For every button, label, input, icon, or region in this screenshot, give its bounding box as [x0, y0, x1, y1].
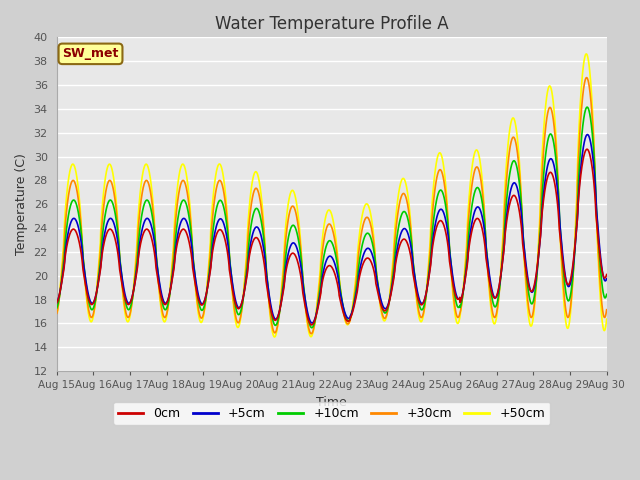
- +10cm: [287, 224, 295, 229]
- 0cm: [533, 267, 541, 273]
- +50cm: [603, 316, 611, 322]
- 0cm: [148, 238, 156, 243]
- +30cm: [287, 204, 295, 210]
- 0cm: [583, 146, 591, 152]
- +30cm: [593, 207, 600, 213]
- +10cm: [264, 280, 271, 286]
- Line: +5cm: +5cm: [57, 134, 607, 323]
- +30cm: [307, 331, 315, 336]
- +50cm: [288, 188, 296, 193]
- Line: +30cm: +30cm: [57, 78, 607, 334]
- +10cm: [583, 104, 591, 110]
- +50cm: [271, 334, 278, 340]
- Line: 0cm: 0cm: [57, 149, 607, 325]
- +30cm: [583, 75, 591, 81]
- +30cm: [603, 307, 611, 312]
- Legend: 0cm, +5cm, +10cm, +30cm, +50cm: 0cm, +5cm, +10cm, +30cm, +50cm: [113, 402, 550, 425]
- 0cm: [264, 289, 271, 295]
- +5cm: [287, 241, 295, 247]
- 0cm: [116, 266, 124, 272]
- +5cm: [308, 320, 316, 326]
- Y-axis label: Temperature (C): Temperature (C): [15, 153, 28, 255]
- +5cm: [116, 254, 124, 260]
- +50cm: [533, 272, 541, 277]
- Line: +10cm: +10cm: [57, 107, 607, 328]
- 0cm: [287, 251, 295, 257]
- +10cm: [308, 325, 316, 331]
- +5cm: [148, 226, 156, 232]
- +10cm: [53, 305, 61, 311]
- +5cm: [603, 276, 611, 282]
- X-axis label: Time: Time: [316, 396, 347, 408]
- +30cm: [53, 311, 61, 316]
- +10cm: [603, 291, 611, 297]
- +5cm: [584, 132, 591, 137]
- +50cm: [116, 252, 124, 258]
- +5cm: [593, 202, 600, 208]
- +5cm: [533, 269, 541, 275]
- +50cm: [582, 51, 590, 57]
- +50cm: [264, 285, 271, 291]
- +50cm: [593, 210, 600, 216]
- +50cm: [148, 191, 156, 196]
- +30cm: [533, 274, 541, 279]
- +30cm: [148, 201, 156, 206]
- +10cm: [148, 213, 156, 218]
- +50cm: [53, 312, 61, 318]
- +5cm: [53, 300, 61, 305]
- 0cm: [603, 272, 611, 277]
- +30cm: [116, 253, 124, 259]
- 0cm: [593, 214, 600, 220]
- Title: Water Temperature Profile A: Water Temperature Profile A: [215, 15, 449, 33]
- +10cm: [593, 201, 600, 206]
- 0cm: [308, 322, 316, 328]
- Text: SW_met: SW_met: [62, 48, 118, 60]
- +10cm: [533, 273, 541, 279]
- Line: +50cm: +50cm: [57, 54, 607, 337]
- 0cm: [53, 300, 61, 306]
- +5cm: [264, 281, 271, 287]
- +30cm: [264, 284, 271, 289]
- +10cm: [116, 252, 124, 258]
